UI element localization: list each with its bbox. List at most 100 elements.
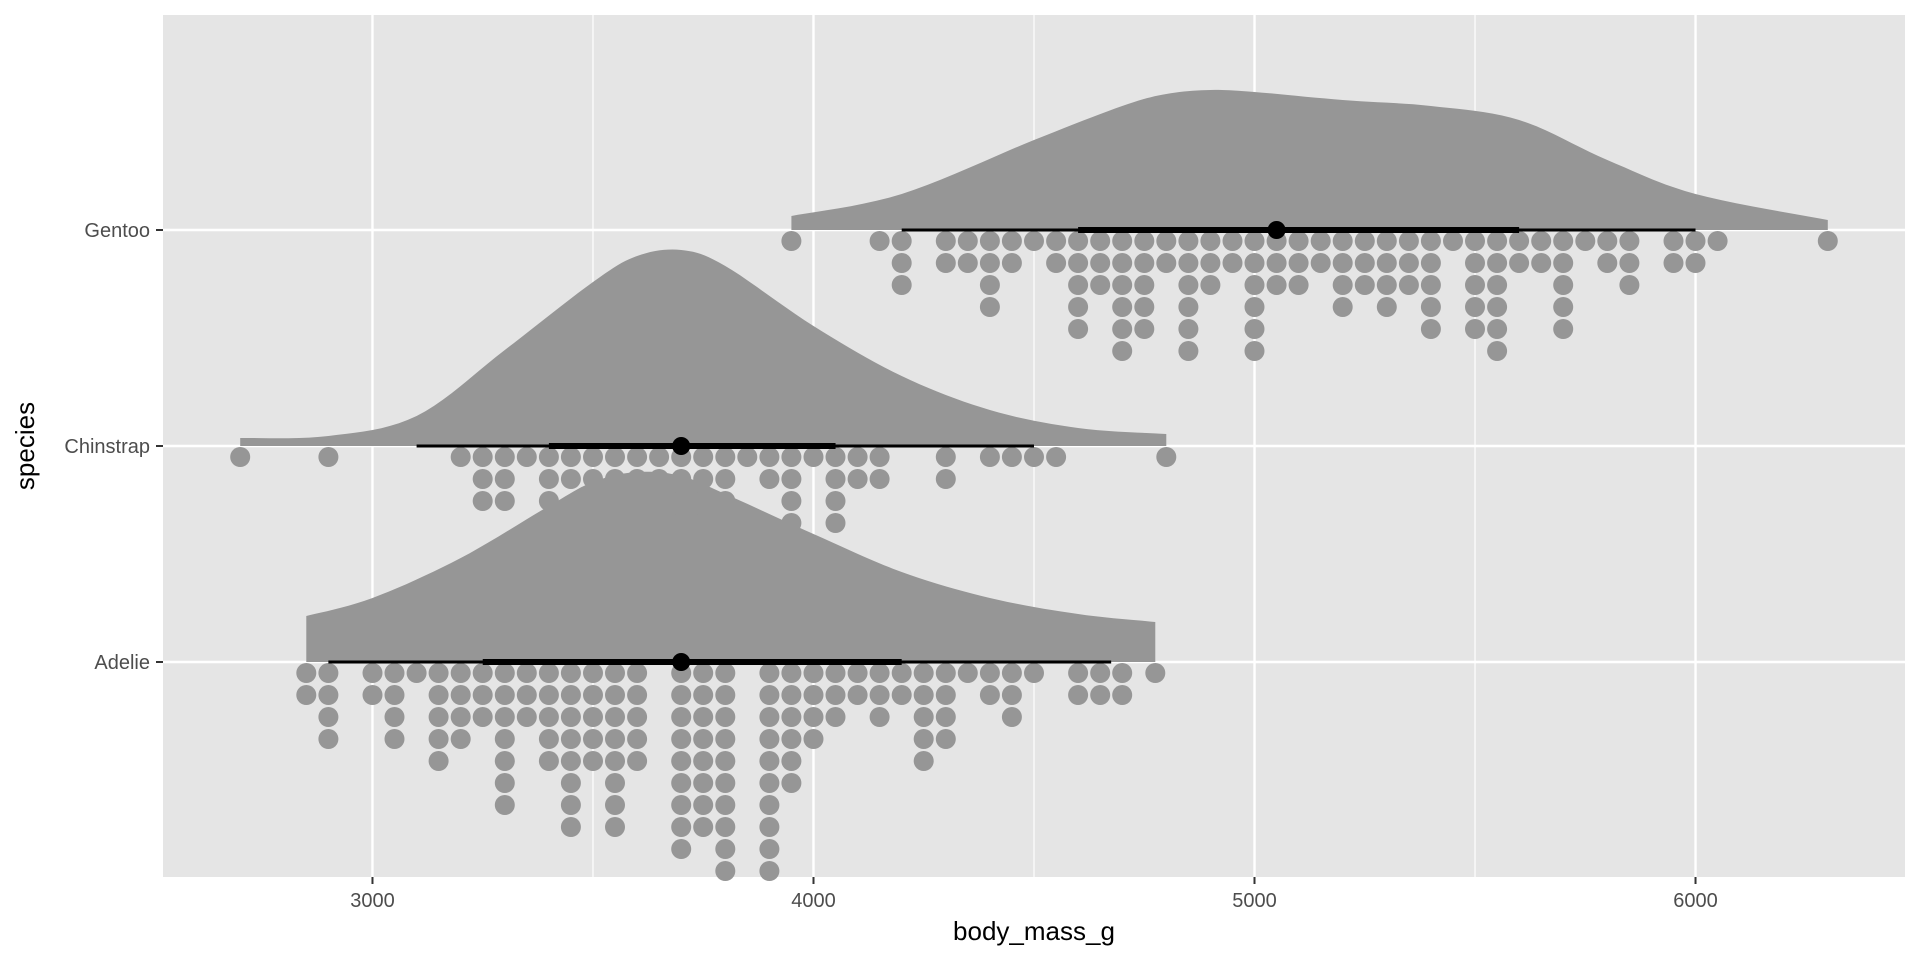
- dot-gentoo: [1310, 253, 1331, 273]
- dot-gentoo: [1487, 275, 1508, 295]
- dot-gentoo: [957, 253, 978, 273]
- dot-adelie: [627, 685, 648, 705]
- dot-adelie: [560, 685, 581, 705]
- dot-gentoo: [1597, 231, 1618, 251]
- dot-gentoo: [1619, 231, 1640, 251]
- dot-adelie: [803, 685, 824, 705]
- dot-gentoo: [1487, 319, 1508, 339]
- dot-gentoo: [1553, 297, 1574, 317]
- dot-adelie: [605, 751, 625, 771]
- dot-chinstrap: [583, 513, 603, 533]
- dot-gentoo: [1619, 275, 1640, 295]
- dot-gentoo: [1134, 253, 1155, 273]
- dot-adelie: [715, 817, 736, 837]
- dot-chinstrap: [803, 447, 824, 467]
- dot-adelie: [538, 685, 559, 705]
- dot-adelie: [825, 707, 846, 727]
- dot-adelie: [583, 663, 603, 683]
- dot-gentoo: [1420, 275, 1441, 295]
- dot-adelie: [627, 663, 648, 683]
- dot-gentoo: [1398, 253, 1419, 273]
- dot-adelie: [671, 751, 692, 771]
- dot-gentoo: [1597, 253, 1618, 273]
- dot-adelie: [693, 817, 714, 837]
- dot-adelie: [825, 685, 846, 705]
- dot-gentoo: [1200, 275, 1221, 295]
- dot-adelie: [935, 729, 956, 749]
- dot-adelie: [428, 663, 449, 683]
- dot-adelie: [803, 729, 824, 749]
- y-tick-label-chinstrap: Chinstrap: [64, 436, 150, 458]
- dot-adelie: [538, 751, 559, 771]
- y-tick-label-gentoo: Gentoo: [84, 220, 150, 242]
- dot-gentoo: [1112, 275, 1133, 295]
- dot-gentoo: [1420, 231, 1441, 251]
- dot-chinstrap: [494, 469, 515, 489]
- dot-gentoo: [1553, 253, 1574, 273]
- dot-gentoo: [1090, 275, 1111, 295]
- dot-adelie: [384, 707, 405, 727]
- dot-gentoo: [1376, 231, 1397, 251]
- dot-adelie: [715, 795, 736, 815]
- dot-chinstrap: [494, 447, 515, 467]
- dot-adelie: [671, 685, 692, 705]
- dot-chinstrap: [825, 469, 846, 489]
- dot-adelie: [560, 729, 581, 749]
- dot-gentoo: [1465, 231, 1485, 251]
- dot-gentoo: [1332, 297, 1353, 317]
- dot-adelie: [803, 707, 824, 727]
- dot-adelie: [583, 751, 603, 771]
- dot-chinstrap: [781, 491, 802, 511]
- dot-gentoo: [1001, 231, 1022, 251]
- dot-adelie: [538, 663, 559, 683]
- dot-gentoo: [1553, 231, 1574, 251]
- dot-adelie: [693, 773, 714, 793]
- dot-adelie: [781, 663, 802, 683]
- dot-adelie: [913, 707, 934, 727]
- dot-gentoo: [935, 231, 956, 251]
- dot-gentoo: [891, 253, 912, 273]
- dot-gentoo: [1068, 297, 1089, 317]
- dot-adelie: [538, 707, 559, 727]
- dot-adelie: [450, 707, 471, 727]
- dot-gentoo: [1068, 319, 1089, 339]
- dot-adelie: [913, 685, 934, 705]
- dot-gentoo: [1068, 275, 1089, 295]
- dot-adelie: [715, 861, 736, 881]
- dot-gentoo: [979, 231, 1000, 251]
- dot-chinstrap: [560, 469, 581, 489]
- dot-gentoo: [1509, 231, 1530, 251]
- dot-gentoo: [1112, 341, 1133, 361]
- dot-gentoo: [1817, 231, 1838, 251]
- dot-adelie: [781, 685, 802, 705]
- y-axis-title: species: [10, 402, 40, 490]
- dot-chinstrap: [715, 491, 736, 511]
- dot-adelie: [1001, 685, 1022, 705]
- dot-adelie: [538, 729, 559, 749]
- dot-adelie: [472, 707, 493, 727]
- dot-gentoo: [1244, 297, 1265, 317]
- dot-gentoo: [1178, 253, 1199, 273]
- dot-adelie: [472, 685, 493, 705]
- dot-adelie: [1090, 663, 1111, 683]
- dot-adelie: [847, 685, 868, 705]
- dot-chinstrap: [935, 447, 956, 467]
- dot-gentoo: [891, 231, 912, 251]
- dot-gentoo: [1420, 253, 1441, 273]
- dot-gentoo: [1046, 231, 1067, 251]
- dot-gentoo: [1663, 231, 1684, 251]
- dot-adelie: [605, 663, 625, 683]
- dot-gentoo: [1310, 231, 1331, 251]
- dot-gentoo: [1090, 231, 1111, 251]
- dot-adelie: [935, 707, 956, 727]
- dot-layer: [230, 231, 1838, 881]
- x-tick-label: 3000: [350, 890, 395, 912]
- dot-adelie: [979, 663, 1000, 683]
- dot-gentoo: [1376, 297, 1397, 317]
- dot-adelie: [1001, 663, 1022, 683]
- dot-adelie: [671, 729, 692, 749]
- dot-adelie: [759, 839, 780, 859]
- dot-adelie: [450, 685, 471, 705]
- dot-adelie: [671, 839, 692, 859]
